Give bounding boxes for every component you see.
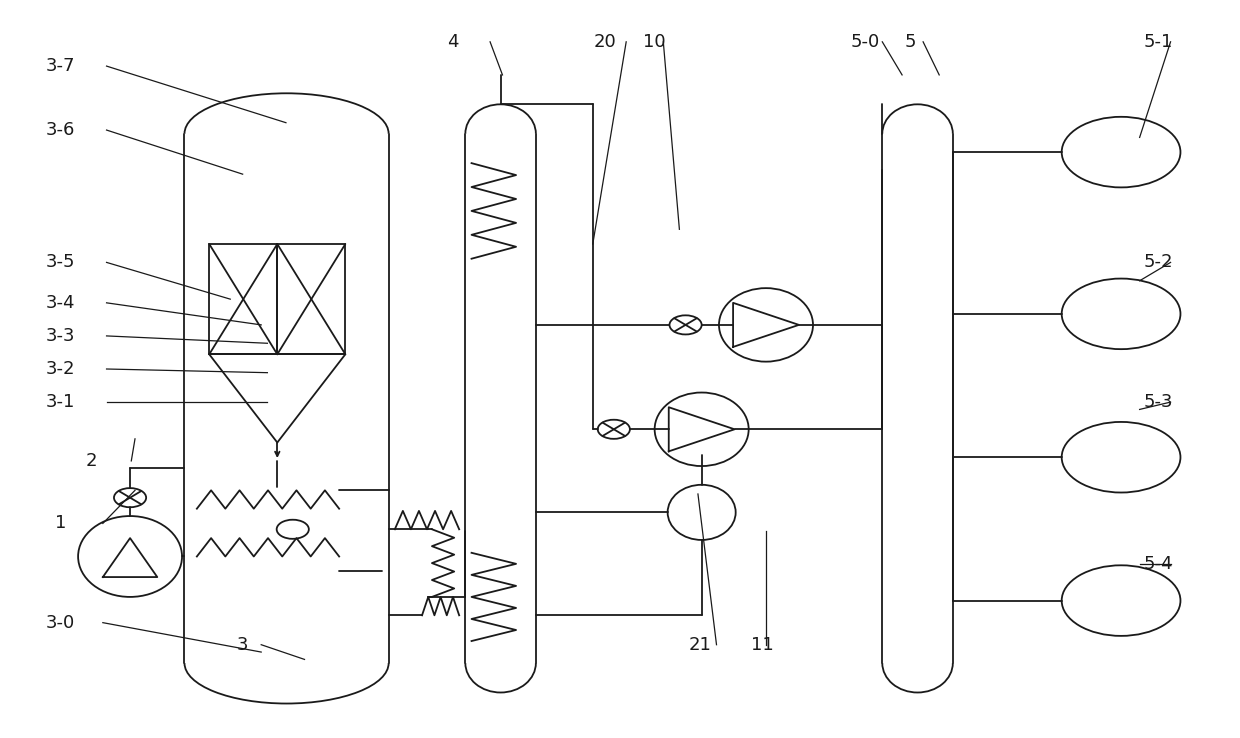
Text: 4: 4 — [448, 32, 459, 51]
Text: 2: 2 — [86, 452, 98, 470]
Text: 5-2: 5-2 — [1143, 253, 1173, 272]
Text: 5-4: 5-4 — [1143, 555, 1173, 573]
Bar — [210, 244, 278, 354]
Text: 5-0: 5-0 — [851, 32, 879, 51]
Text: 3-2: 3-2 — [46, 360, 76, 378]
Text: 20: 20 — [594, 32, 616, 51]
Text: 3-3: 3-3 — [46, 327, 76, 345]
Text: 11: 11 — [751, 635, 774, 654]
Text: 3-4: 3-4 — [46, 294, 76, 312]
Text: 3-5: 3-5 — [46, 253, 76, 272]
Text: 3-7: 3-7 — [46, 57, 76, 75]
Text: 3: 3 — [237, 635, 248, 654]
Text: 21: 21 — [689, 635, 712, 654]
Text: 5-3: 5-3 — [1143, 393, 1173, 411]
Bar — [278, 244, 345, 354]
Text: 3-1: 3-1 — [46, 393, 76, 411]
Text: 5: 5 — [905, 32, 916, 51]
Text: 3-6: 3-6 — [46, 121, 76, 139]
Text: 1: 1 — [55, 514, 67, 532]
Text: 10: 10 — [644, 32, 666, 51]
Text: 3-0: 3-0 — [46, 614, 76, 632]
Text: 5-1: 5-1 — [1143, 32, 1173, 51]
